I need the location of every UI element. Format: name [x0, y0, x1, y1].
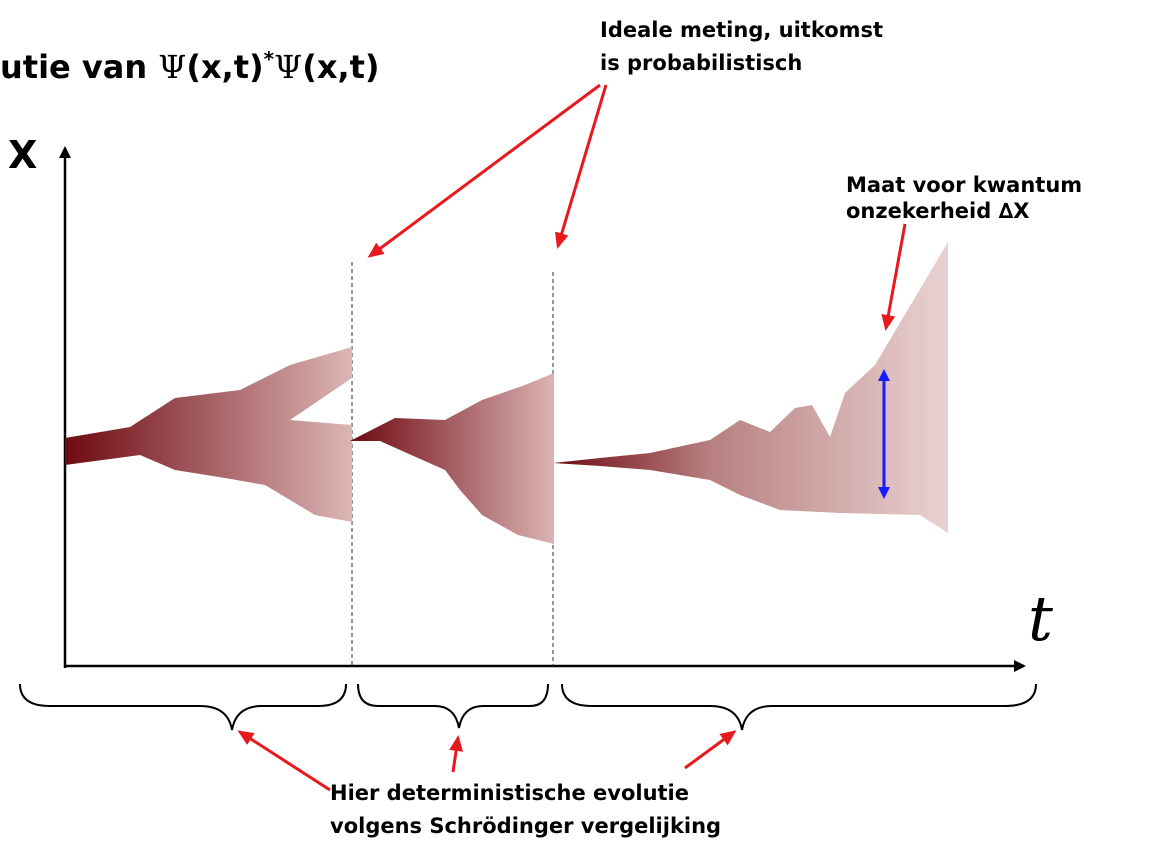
psi-symbol: Ψ: [158, 48, 186, 86]
uncertainty-arrow: [881, 223, 907, 331]
delta-x-symbol: ∆X: [999, 199, 1030, 223]
uncertainty-annotation-line2: onzekerheid ∆X: [846, 199, 1029, 223]
uncertainty-annotation-text: onzekerheid: [846, 199, 999, 223]
brace-segment-1: [19, 683, 347, 731]
measurement-annotation-line1: Ideale meting, uitkomst: [600, 18, 883, 42]
title-star: *: [264, 47, 275, 71]
measurement-annotation-line2: is probabilistisch: [600, 51, 802, 75]
title-args: (x,t): [186, 48, 263, 86]
deterministic-arrow-3: [684, 730, 737, 770]
uncertainty-annotation-line1: Maat voor kwantum: [846, 173, 1082, 197]
measurement-arrow-2: [555, 84, 608, 249]
brace-segment-3: [561, 683, 1037, 731]
x-axis-label: t: [1028, 582, 1053, 655]
title-prefix: utie van: [0, 48, 158, 86]
y-axis-label: X: [8, 133, 37, 177]
measurement-arrow-1: [367, 83, 601, 258]
wave-packet-segment-2: [350, 373, 554, 544]
title-args-2: (x,t): [302, 48, 379, 86]
diagram-title: utie van Ψ(x,t)*Ψ(x,t): [0, 47, 380, 86]
deterministic-annotation-line1: Hier deterministische evolutie: [330, 781, 689, 805]
brace-segment-2: [357, 683, 549, 729]
deterministic-arrow-1: [237, 730, 331, 792]
deterministic-arrow-2: [449, 735, 464, 773]
wave-packet-segment-1: [65, 347, 352, 522]
psi-symbol-2: Ψ: [274, 48, 302, 86]
deterministic-annotation-line2: volgens Schrödinger vergelijking: [330, 814, 721, 838]
wave-packet-segment-3: [553, 242, 948, 533]
